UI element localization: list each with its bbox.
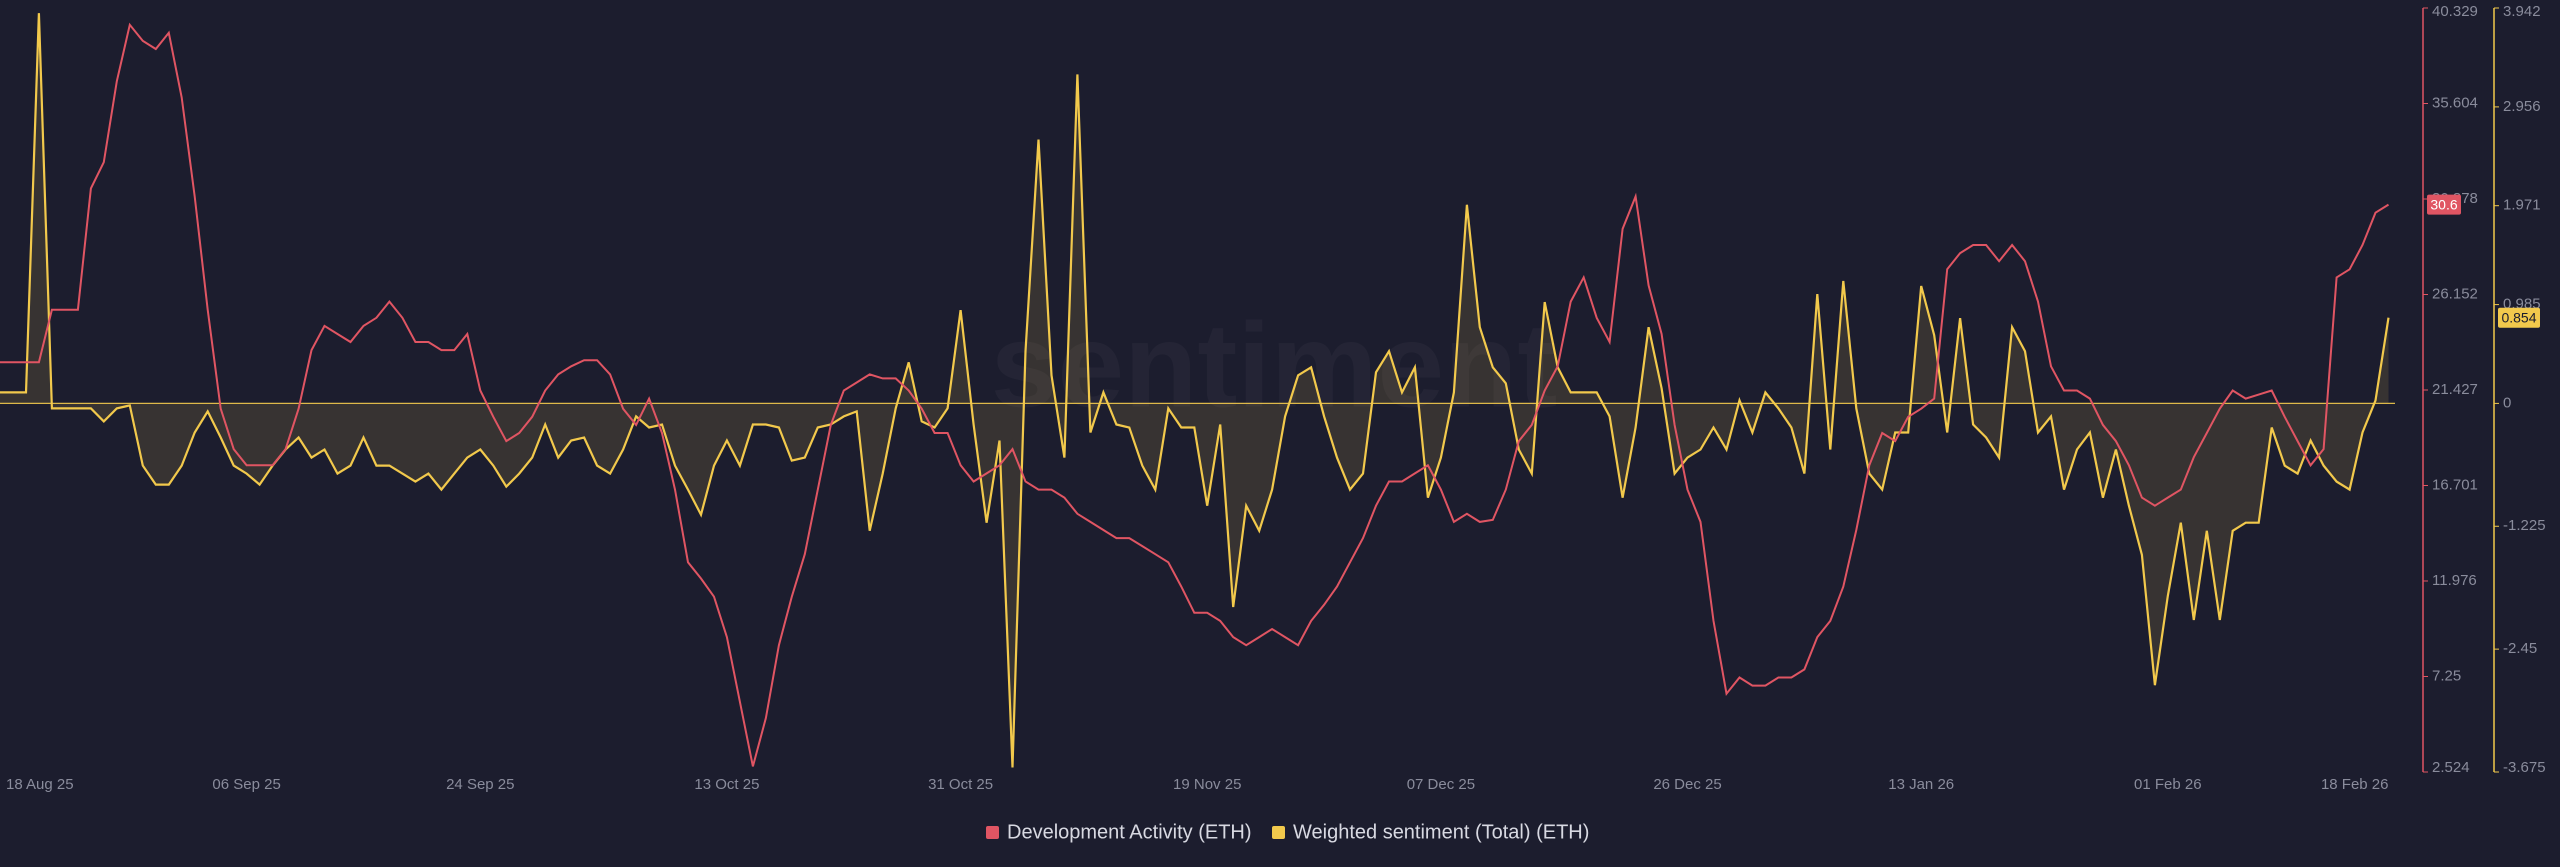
x-tick-label: 26 Dec 25 — [1653, 776, 1721, 793]
last-value-badge — [2427, 194, 2461, 215]
x-tick-label: 18 Aug 25 — [6, 776, 74, 793]
y-tick-label: 40.329 — [2432, 3, 2478, 20]
y-tick-label: 21.427 — [2432, 381, 2478, 398]
legend-swatch — [1272, 826, 1285, 839]
x-tick-label: 24 Sep 25 — [446, 776, 514, 793]
last-value-label: 0.854 — [2501, 309, 2536, 325]
x-tick-label: 13 Oct 25 — [694, 776, 759, 793]
y-tick-label: 35.604 — [2432, 94, 2478, 111]
y2-tick-label: 3.942 — [2503, 3, 2541, 20]
last-value-label: 30.6 — [2430, 196, 2457, 212]
x-tick-label: 07 Dec 25 — [1407, 776, 1475, 793]
y-tick-label: 16.701 — [2432, 476, 2478, 493]
legend-label: Weighted sentiment (Total) (ETH) — [1293, 821, 1589, 843]
line — [0, 13, 2390, 768]
last-value-badge — [2498, 307, 2540, 328]
y-tick-label: 2.524 — [2432, 759, 2470, 776]
y-tick-label: 11.976 — [2432, 572, 2477, 589]
x-tick-label: 18 Feb 26 — [2321, 776, 2389, 793]
y2-tick-label: 0 — [2503, 394, 2511, 411]
y2-tick-label: -2.45 — [2503, 640, 2537, 657]
x-tick-label: 19 Nov 25 — [1173, 776, 1241, 793]
x-tick-label: 31 Oct 25 — [928, 776, 993, 793]
line — [0, 22, 2390, 767]
legend-swatch — [986, 826, 999, 839]
legend-label: Development Activity (ETH) — [1007, 821, 1252, 843]
y-tick-label: 26.152 — [2432, 285, 2478, 302]
y2-tick-label: -1.225 — [2503, 517, 2546, 534]
x-tick-label: 06 Sep 25 — [212, 776, 280, 793]
y2-tick-label: 1.971 — [2503, 197, 2541, 214]
y-tick-label: 7.25 — [2432, 667, 2461, 684]
x-tick-label: 01 Feb 26 — [2134, 776, 2202, 793]
y2-tick-label: 2.956 — [2503, 98, 2541, 115]
y2-tick-label: -3.675 — [2503, 759, 2546, 776]
x-tick-label: 13 Jan 26 — [1888, 776, 1954, 793]
